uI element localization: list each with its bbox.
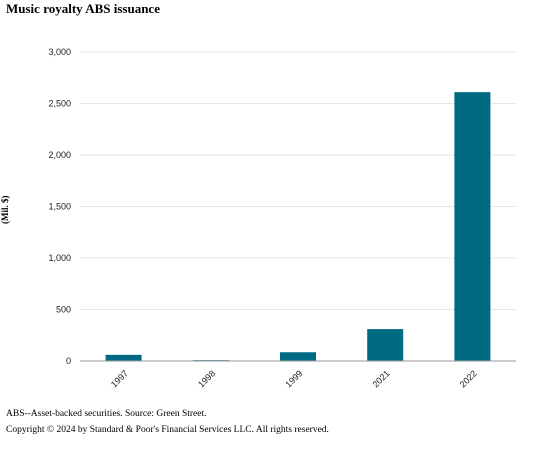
y-tick-label: 1,000 bbox=[48, 253, 71, 263]
y-tick-labels: 0 500 1,000 1,500 2,000 2,500 3,000 bbox=[48, 47, 71, 366]
bar-1997 bbox=[105, 354, 142, 361]
bar-1999 bbox=[280, 352, 316, 361]
y-tick-label: 1,500 bbox=[48, 202, 71, 212]
x-tick-label: 1998 bbox=[196, 368, 217, 389]
x-tick-label: 1997 bbox=[109, 368, 130, 389]
copyright-footnote: Copyright © 2024 by Standard & Poor's Fi… bbox=[6, 425, 329, 435]
x-tick-label: 2021 bbox=[370, 368, 391, 389]
source-footnote: ABS--Asset-backed securities. Source: Gr… bbox=[6, 409, 207, 419]
gridlines bbox=[80, 51, 516, 310]
bar-2022 bbox=[454, 92, 491, 362]
x-tick-labels: 1997 1998 1999 2021 2022 bbox=[109, 368, 479, 389]
chart-title: Music royalty ABS issuance bbox=[6, 1, 160, 16]
x-tick-label: 1999 bbox=[283, 368, 304, 389]
y-tick-label: 2,500 bbox=[48, 99, 71, 109]
bar-2021 bbox=[367, 329, 404, 361]
y-tick-label: 0 bbox=[66, 356, 71, 366]
bars bbox=[105, 92, 491, 362]
x-tick-label: 2022 bbox=[458, 368, 479, 389]
y-tick-label: 3,000 bbox=[48, 47, 71, 57]
y-tick-label: 2,000 bbox=[48, 150, 71, 160]
y-tick-label: 500 bbox=[56, 305, 71, 315]
